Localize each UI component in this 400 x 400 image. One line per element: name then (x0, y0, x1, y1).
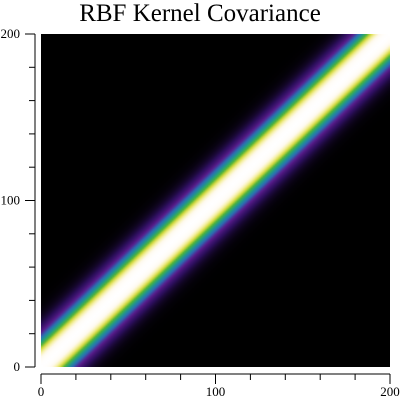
y-tick-label: 0 (14, 359, 21, 374)
covariance-heatmap (41, 34, 390, 367)
y-axis: 0 100 200 (1, 26, 36, 374)
y-tick-label: 200 (1, 26, 21, 41)
x-axis: 0 100 200 (38, 373, 400, 399)
x-tick-label: 0 (38, 384, 45, 399)
x-tick-label: 100 (206, 384, 226, 399)
x-tick-label: 200 (380, 384, 400, 399)
y-tick-label: 100 (1, 193, 21, 208)
chart-title: RBF Kernel Covariance (79, 0, 321, 27)
